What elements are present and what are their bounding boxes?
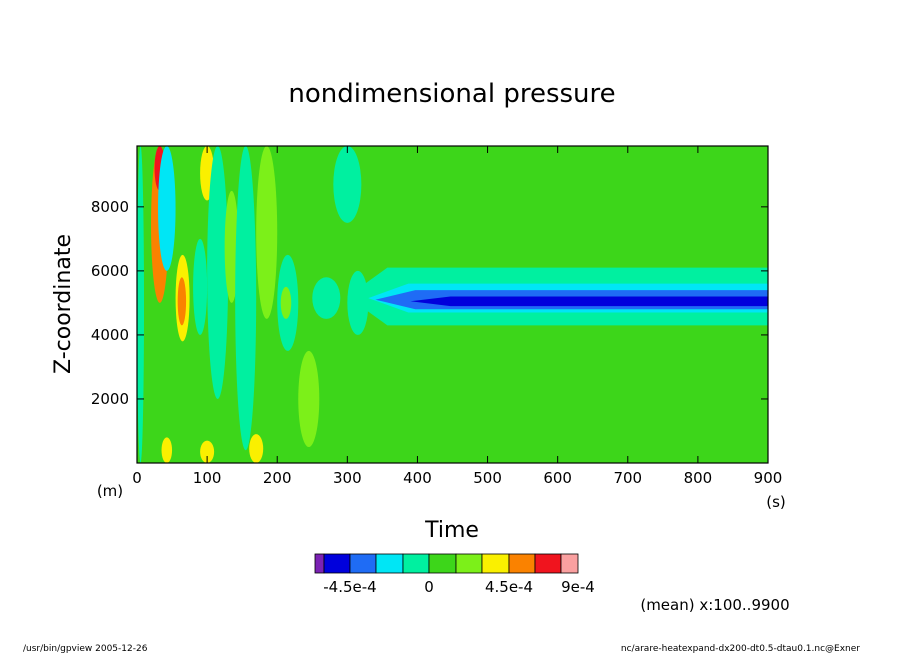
- y-tick-label: 2000: [91, 390, 129, 408]
- y-axis: 2000 4000 6000 8000: [91, 198, 768, 408]
- colorbar-swatch: [455, 553, 483, 574]
- x-tick-label: 800: [684, 469, 713, 487]
- oscillation-cell: [235, 146, 257, 451]
- footer-left: /usr/bin/gpview 2005-12-26: [23, 644, 148, 654]
- colorbar-swatch: [428, 553, 457, 574]
- oscillation-cell: [193, 238, 208, 335]
- y-unit-label: (m): [97, 482, 123, 500]
- chart-title: nondimensional pressure: [288, 79, 615, 109]
- y-tick-label: 8000: [91, 198, 129, 216]
- colorbar-label: 4.5e-4: [485, 578, 533, 596]
- oscillation-cell: [280, 286, 292, 319]
- colorbar-swatch: [534, 553, 562, 574]
- colorbar-label: -4.5e-4: [323, 578, 376, 596]
- oscillation-cell: [158, 146, 176, 271]
- colorbar-swatch: [560, 553, 579, 574]
- colorbar-swatch: [323, 553, 351, 574]
- colorbar: [314, 553, 579, 574]
- oscillation-cell: [256, 146, 278, 319]
- x-tick-label: 900: [754, 469, 783, 487]
- x-tick-label: 600: [543, 469, 572, 487]
- oscillation-cell: [207, 146, 229, 399]
- x-tick-label: 300: [333, 469, 362, 487]
- colorbar-labels: -4.5e-4 0 4.5e-4 9e-4: [323, 578, 595, 596]
- oscillation-cell: [249, 434, 264, 463]
- oscillation-cell: [298, 350, 320, 447]
- plot-frame: [136, 145, 769, 464]
- oscillation-cell: [224, 190, 239, 303]
- early-oscillations: [137, 146, 369, 463]
- x-tick-label: 400: [403, 469, 432, 487]
- colorbar-swatch: [375, 553, 404, 574]
- colorbar-swatch: [349, 553, 377, 574]
- oscillation-cell: [312, 277, 341, 319]
- oscillation-cell: [200, 440, 215, 463]
- footer-right: nc/arare-heatexpand-dx200-dt0.5-dtau0.1.…: [621, 644, 860, 654]
- x-tick-label: 0: [132, 469, 142, 487]
- x-tick-label: 100: [193, 469, 222, 487]
- oscillation-cell: [161, 437, 173, 463]
- colorbar-label: 9e-4: [561, 578, 595, 596]
- x-tick-label: 700: [613, 469, 642, 487]
- mean-annotation: (mean) x:100..9900: [640, 596, 789, 614]
- colorbar-swatch: [314, 553, 325, 574]
- pressure-band: [410, 296, 768, 307]
- colorbar-swatch: [481, 553, 510, 574]
- x-tick-label: 200: [263, 469, 292, 487]
- x-axis-label: Time: [424, 518, 479, 543]
- x-axis: 0 100 200 300 400 500 600 700 800 900: [132, 146, 782, 487]
- x-tick-label: 500: [473, 469, 502, 487]
- y-tick-label: 4000: [91, 326, 129, 344]
- oscillation-cell: [177, 277, 187, 326]
- pressure-bands: [347, 267, 768, 326]
- oscillation-cell: [333, 146, 362, 223]
- colorbar-swatch: [508, 553, 536, 574]
- plot-area: [137, 146, 768, 463]
- y-axis-label: Z-coordinate: [51, 234, 76, 374]
- x-unit-label: (s): [766, 493, 786, 511]
- colorbar-swatch: [402, 553, 430, 574]
- oscillation-cell: [137, 146, 145, 463]
- colorbar-label: 0: [424, 578, 434, 596]
- y-tick-label: 6000: [91, 262, 129, 280]
